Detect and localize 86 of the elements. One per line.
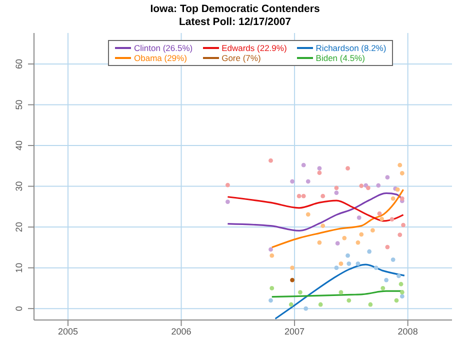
point — [370, 228, 375, 233]
point — [304, 306, 308, 311]
point — [335, 241, 340, 246]
y-tick-label: 30 — [14, 181, 24, 192]
legend-label: Clinton (26.5%) — [134, 43, 193, 53]
point — [268, 158, 273, 163]
point — [380, 286, 386, 290]
point — [346, 253, 350, 258]
point — [384, 278, 388, 282]
point — [385, 175, 390, 180]
point — [359, 232, 364, 237]
point — [342, 236, 347, 240]
point — [377, 211, 382, 216]
y-tick-label: 20 — [14, 222, 24, 232]
point — [398, 282, 404, 286]
point — [290, 266, 294, 270]
y-tick-label: 0 — [14, 306, 24, 312]
point — [385, 244, 390, 250]
point — [290, 179, 294, 184]
point — [306, 212, 310, 217]
point — [380, 216, 384, 222]
point — [400, 196, 404, 201]
point — [367, 249, 372, 254]
y-tick-label: 40 — [14, 140, 24, 151]
point — [366, 186, 370, 190]
legend-label: Gore (7%) — [222, 53, 261, 63]
point — [317, 240, 322, 245]
point — [338, 290, 344, 294]
x-tick-label: 2006 — [171, 326, 192, 336]
point — [398, 162, 402, 168]
point — [356, 215, 362, 220]
y-tick-label: 10 — [14, 262, 24, 273]
point — [270, 286, 274, 290]
point — [390, 257, 396, 262]
point — [301, 194, 306, 198]
point — [396, 274, 401, 278]
point — [346, 166, 350, 171]
x-tick-label: 2007 — [284, 326, 305, 336]
point — [268, 298, 273, 303]
point — [226, 200, 230, 204]
point — [290, 278, 294, 282]
point — [306, 179, 310, 184]
x-tick-label: 2008 — [398, 326, 418, 336]
point — [346, 298, 352, 303]
point — [334, 190, 339, 196]
point — [398, 232, 402, 237]
y-tick-label: 50 — [14, 100, 24, 110]
line-series — [226, 196, 404, 222]
point — [356, 240, 360, 245]
point — [394, 298, 399, 303]
point — [317, 170, 322, 176]
legend-label: Biden (4.5%) — [316, 53, 365, 63]
legend-label: Obama (29%) — [134, 53, 187, 63]
point — [318, 302, 323, 307]
point — [356, 262, 360, 266]
point — [401, 222, 406, 228]
point — [298, 290, 302, 294]
point — [400, 171, 404, 176]
point — [359, 184, 364, 188]
point — [301, 162, 306, 168]
point — [320, 224, 326, 228]
point — [376, 183, 381, 188]
point — [288, 302, 294, 307]
point — [368, 302, 373, 307]
point — [320, 194, 326, 198]
point — [296, 194, 302, 198]
point — [346, 262, 352, 266]
chart-title: Iowa: Top Democratic Contenders — [149, 3, 321, 16]
point — [390, 196, 396, 201]
point — [338, 262, 344, 266]
point — [400, 290, 404, 294]
point — [390, 217, 394, 222]
point — [268, 247, 273, 252]
point — [270, 253, 274, 258]
y-tick-label: 60 — [14, 58, 24, 69]
chart-subtitle: Latest Poll: 12/17/2007 — [178, 16, 292, 29]
legend-label: Edwards (22.9%) — [222, 43, 287, 53]
point — [226, 182, 230, 188]
line-series — [274, 264, 406, 320]
point — [374, 266, 378, 270]
legend-label: Richardson (8.2%) — [316, 43, 386, 53]
point — [317, 166, 322, 171]
point — [334, 266, 339, 270]
point — [400, 294, 404, 299]
x-tick-label: 2005 — [58, 326, 78, 336]
point — [334, 186, 339, 190]
